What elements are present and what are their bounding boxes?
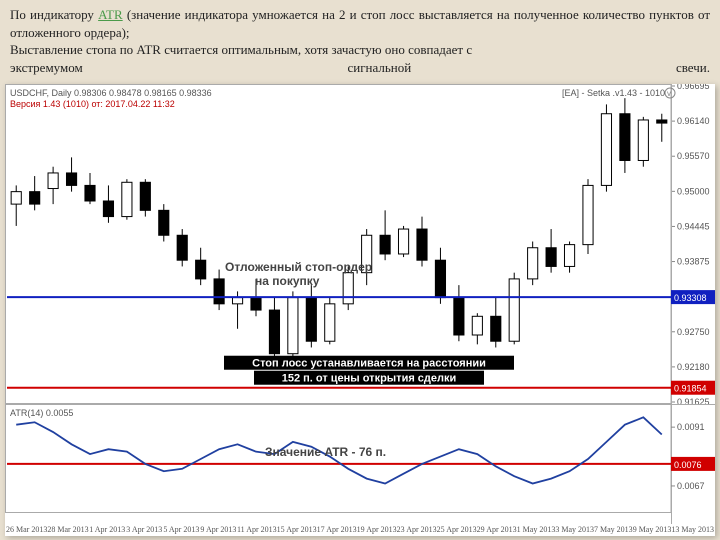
svg-text:v: v	[667, 89, 671, 98]
svg-text:[EA] - Setka .v1.43 - 1010: [EA] - Setka .v1.43 - 1010	[562, 88, 665, 98]
p2-w3: свечи.	[676, 59, 710, 77]
svg-text:0.94445: 0.94445	[677, 222, 710, 232]
svg-text:на покупку: на покупку	[255, 274, 320, 288]
svg-text:0.0067: 0.0067	[677, 481, 705, 491]
svg-text:Отложенный стоп-ордер: Отложенный стоп-ордер	[225, 260, 372, 274]
svg-text:Значение ATR - 76 п.: Значение ATR - 76 п.	[265, 445, 386, 459]
svg-text:0.93308: 0.93308	[674, 293, 707, 303]
svg-text:0.95570: 0.95570	[677, 151, 710, 161]
svg-text:0.96140: 0.96140	[677, 116, 710, 126]
paragraph-2: Выставление стопа по ATR считается оптим…	[10, 41, 710, 76]
svg-text:152 п. от цены открытия сделки: 152 п. от цены открытия сделки	[282, 373, 457, 385]
p2-w2: сигнальной	[347, 59, 411, 77]
svg-text:Версия 1.43 (1010) от: 2017.04: Версия 1.43 (1010) от: 2017.04.22 11:32	[10, 99, 175, 109]
svg-text:0.95000: 0.95000	[677, 187, 710, 197]
svg-text:0.91854: 0.91854	[674, 384, 707, 394]
svg-text:0.0091: 0.0091	[677, 422, 705, 432]
paragraph-1: По индикатору ATR (значение индикатора у…	[10, 6, 710, 41]
svg-text:Стоп лосс устанавливается на р: Стоп лосс устанавливается на расстоянии	[252, 358, 486, 370]
atr-link[interactable]: ATR	[98, 7, 123, 22]
intro-text: По индикатору ATR (значение индикатора у…	[0, 0, 720, 80]
svg-text:0.0076: 0.0076	[674, 460, 702, 470]
svg-text:0.91625: 0.91625	[677, 397, 710, 407]
x-axis-labels: 26 Mar 201328 Mar 20131 Apr 20133 Apr 20…	[5, 524, 715, 536]
price-chart: 0.96695 0.96140 0.95570 0.95000 0.94445 0.938…	[5, 84, 715, 524]
p2-w1: экстремумом	[10, 59, 83, 77]
svg-text:0.92180: 0.92180	[677, 362, 710, 372]
chart-container: 0.96695 0.96140 0.95570 0.95000 0.94445 0.938…	[5, 84, 715, 536]
p2-line1: Выставление стопа по ATR считается оптим…	[10, 42, 472, 57]
svg-text:0.93875: 0.93875	[677, 257, 710, 267]
svg-text:ATR(14) 0.0055: ATR(14) 0.0055	[10, 408, 73, 418]
svg-text:USDCHF, Daily 0.98306 0.98478: USDCHF, Daily 0.98306 0.98478 0.98165 0.…	[10, 88, 212, 98]
svg-text:0.92750: 0.92750	[677, 327, 710, 337]
svg-text:0.96695: 0.96695	[677, 84, 710, 91]
p1-pre: По индикатору	[10, 7, 98, 22]
